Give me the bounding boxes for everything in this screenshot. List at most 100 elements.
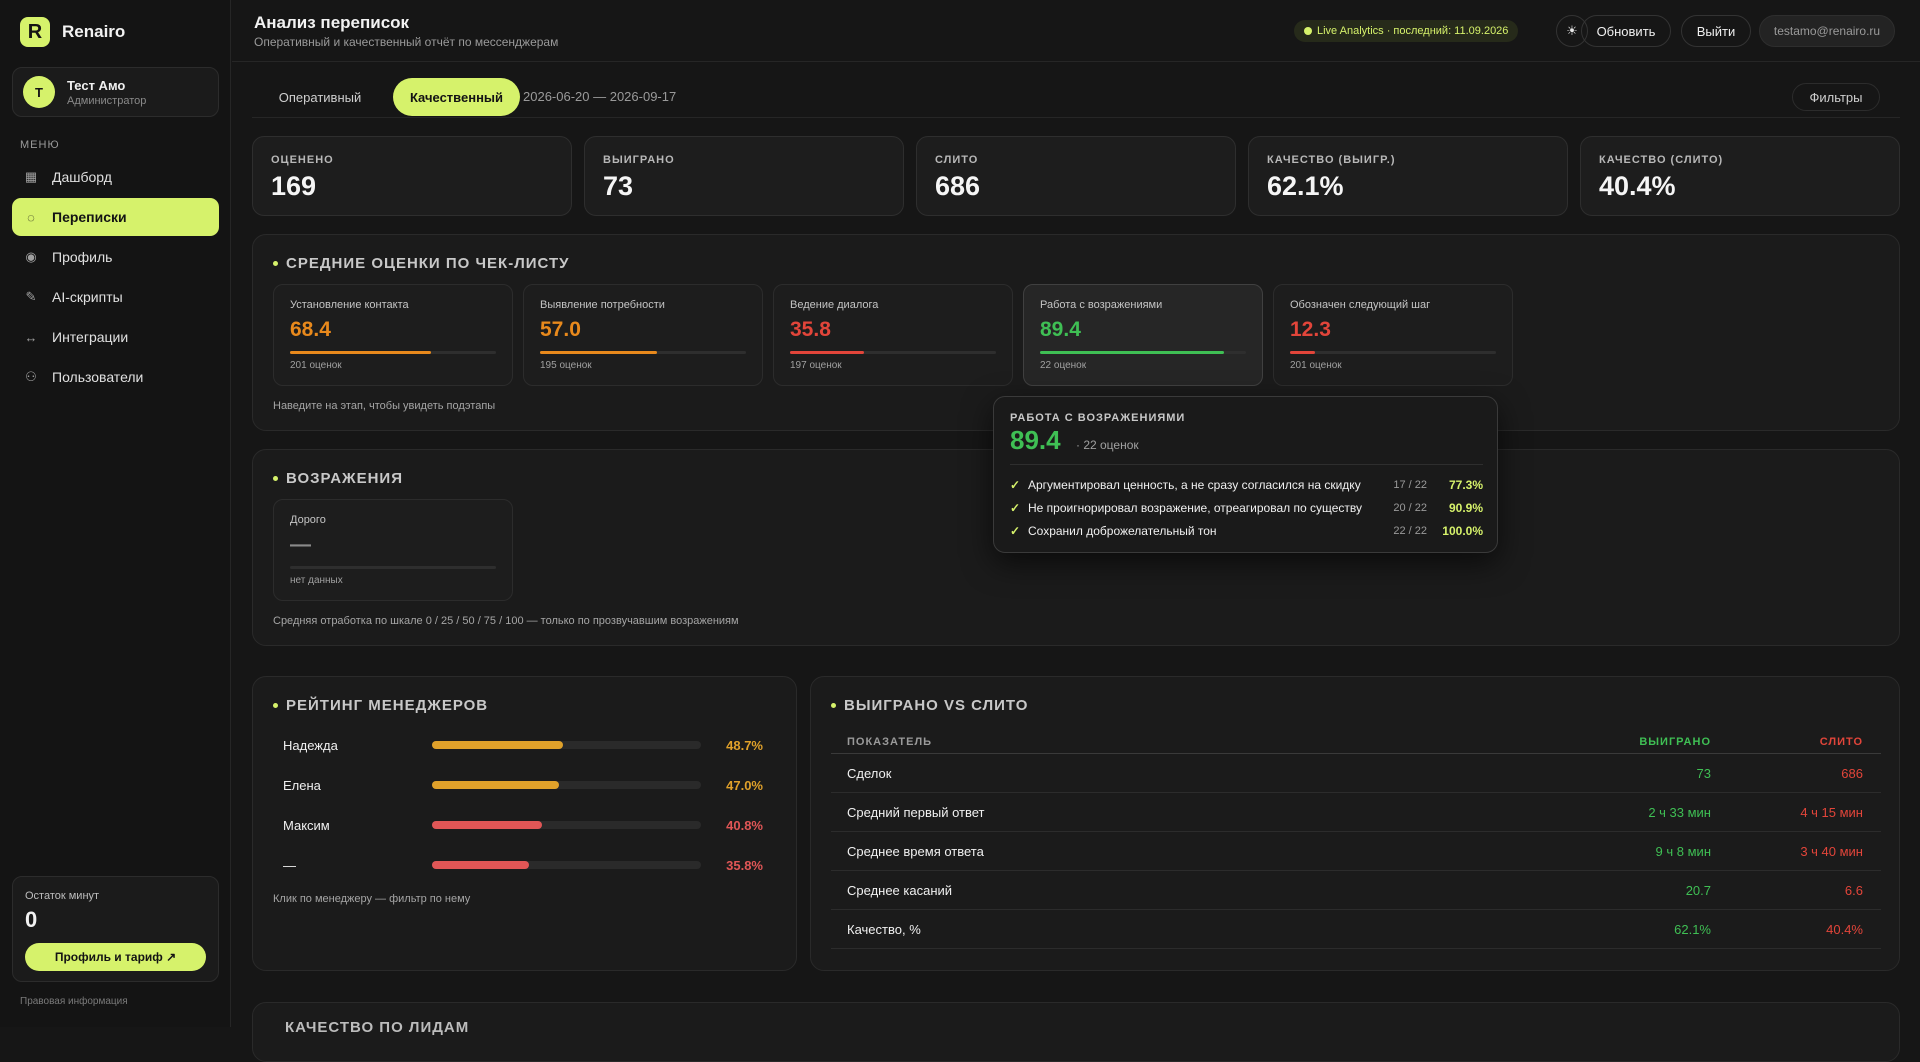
stat-value: 73 xyxy=(603,171,634,201)
table-row: Среднее время ответа 9 ч 8 мин 3 ч 40 мин xyxy=(831,832,1881,871)
sidebar-item-profile[interactable]: ◉ Профиль xyxy=(12,238,219,276)
user-name: Тест Амо xyxy=(67,77,126,93)
checklist-card-count: 195 оценок xyxy=(540,360,592,371)
won-value: 62.1% xyxy=(1674,921,1711,937)
manager-bar-track xyxy=(432,861,702,869)
stat-card: СЛИТО 686 xyxy=(916,136,1236,216)
checklist-card-track xyxy=(790,351,996,354)
checklist-card-track xyxy=(540,351,746,354)
tooltip-row-text: Не проигнорировал возражение, отреагиров… xyxy=(1028,501,1363,515)
pencil-icon: ✎ xyxy=(25,289,37,304)
lost-value: 3 ч 40 мин xyxy=(1800,843,1863,859)
lost-value: 686 xyxy=(1841,765,1863,781)
checklist-card-count: 201 оценок xyxy=(290,360,342,371)
sidebar-item-integrations[interactable]: ↔ Интеграции xyxy=(12,318,219,356)
checklist-card[interactable]: Обозначен следующий шаг 12.3 201 оценок xyxy=(1273,284,1513,386)
stat-value: 62.1% xyxy=(1267,171,1344,201)
live-dot-icon xyxy=(1304,27,1312,35)
stat-label: ОЦЕНЕНО xyxy=(271,154,334,166)
check-icon: ✓ xyxy=(1010,478,1021,492)
objection-name: Дорого xyxy=(290,514,326,526)
stat-label: КАЧЕСТВО (СЛИТО) xyxy=(1599,154,1724,166)
legal-link[interactable]: Правовая информация xyxy=(20,996,128,1007)
panel-title: ВОЗРАЖЕНИЯ xyxy=(273,470,403,487)
tooltip-score: 89.4 xyxy=(1010,425,1061,455)
header-lost: СЛИТО xyxy=(1819,735,1863,748)
check-icon: ✓ xyxy=(1010,524,1021,538)
lost-value: 4 ч 15 мин xyxy=(1800,804,1863,820)
logout-button[interactable]: Выйти xyxy=(1681,15,1751,47)
stat-value: 686 xyxy=(935,171,981,201)
panel-title-text: СРЕДНИЕ ОЦЕНКИ ПО ЧЕК-ЛИСТУ xyxy=(286,255,570,272)
checklist-panel: СРЕДНИЕ ОЦЕНКИ ПО ЧЕК-ЛИСТУ Установление… xyxy=(252,234,1900,431)
logo[interactable]: R Renairo xyxy=(20,17,125,47)
table-row: Среднее касаний 20.7 6.6 xyxy=(831,871,1881,910)
manager-percent: 48.7% xyxy=(726,737,763,753)
tab-qualitative[interactable]: Качественный xyxy=(393,78,520,116)
page-title: Анализ переписок xyxy=(254,13,410,32)
stat-label: КАЧЕСТВО (ВЫИГР.) xyxy=(1267,154,1396,166)
checklist-card[interactable]: Ведение диалога 35.8 197 оценок xyxy=(773,284,1013,386)
sidebar-item-label: AI-скрипты xyxy=(52,289,123,305)
sidebar-item-dashboard[interactable]: ▦ Дашборд xyxy=(12,158,219,196)
manager-row[interactable]: Елена 47.0% xyxy=(283,775,763,795)
manager-bar xyxy=(432,741,564,749)
checklist-card[interactable]: Работа с возражениями 89.4 22 оценок xyxy=(1023,284,1263,386)
checklist-card-score: 68.4 xyxy=(290,318,331,341)
stat-value: 169 xyxy=(271,171,317,201)
checklist-card-fill xyxy=(1040,351,1225,354)
manager-name: Максим xyxy=(283,817,330,833)
sun-icon: ☀ xyxy=(1566,23,1578,38)
lost-value: 6.6 xyxy=(1844,882,1863,898)
sidebar-item-ai-scripts[interactable]: ✎ AI-скрипты xyxy=(12,278,219,316)
tooltip-row: ✓ Сохранил доброжелательный тон 22 / 22 100… xyxy=(1010,522,1483,540)
objection-card[interactable]: Дорого — нет данных xyxy=(273,499,513,601)
live-analytics-badge: Live Analytics · последний: 11.09.2026 xyxy=(1294,20,1519,42)
objection-count: нет данных xyxy=(290,575,343,586)
objections-hint: Средняя отработка по шкале 0 / 25 / 50 /… xyxy=(273,615,739,627)
rating-hint: Клик по менеджеру — фильтр по нему xyxy=(273,893,471,905)
user-card[interactable]: Т Тест Амо Администратор xyxy=(12,67,219,117)
manager-bar-track xyxy=(432,781,702,789)
tabs-bar: Оперативный Качественный 2026-06-20 — 20… xyxy=(252,78,1900,118)
manager-row[interactable]: Надежда 48.7% xyxy=(283,735,763,755)
tab-operational[interactable]: Оперативный xyxy=(278,89,362,105)
checklist-card-track xyxy=(1290,351,1496,354)
manager-bar xyxy=(432,861,529,869)
sidebar-item-label: Переписки xyxy=(52,209,127,225)
date-range[interactable]: 2026-06-20 — 2026-09-17 xyxy=(523,89,677,104)
chat-icon: ◌ xyxy=(27,209,35,225)
managers-rating-panel: РЕЙТИНГ МЕНЕДЖЕРОВ Надежда 48.7% Елена 47.0… xyxy=(252,676,797,971)
manager-row[interactable]: — 35.8% xyxy=(283,855,763,875)
refresh-button[interactable]: Обновить xyxy=(1581,15,1671,47)
manager-bar xyxy=(432,781,559,789)
sidebar-item-users[interactable]: ⚇ Пользователи xyxy=(12,358,219,396)
live-text: Live Analytics · последний: 11.09.2026 xyxy=(1317,25,1509,37)
tooltip-row-text: Сохранил доброжелательный тон xyxy=(1028,524,1217,538)
sidebar-item-chats[interactable]: ◌ Переписки xyxy=(12,198,219,236)
won-value: 9 ч 8 мин xyxy=(1655,843,1711,859)
profile-plan-button[interactable]: Профиль и тариф ↗ xyxy=(25,943,206,971)
metric-name: Средний первый ответ xyxy=(847,804,985,820)
objection-track xyxy=(290,566,496,569)
checklist-card[interactable]: Установление контакта 68.4 201 оценок xyxy=(273,284,513,386)
sidebar-nav: ▦ Дашборд ◌ Переписки ◉ Профиль ✎ AI-скрипты… xyxy=(12,158,219,398)
panel-title: СРЕДНИЕ ОЦЕНКИ ПО ЧЕК-ЛИСТУ xyxy=(273,255,569,272)
checklist-card-name: Установление контакта xyxy=(290,299,409,311)
manager-bar xyxy=(432,821,543,829)
manager-name: Надежда xyxy=(283,737,338,753)
tooltip-row: ✓ Не проигнорировал возражение, отреагиро… xyxy=(1010,499,1483,517)
tooltip-row-fraction: 20 / 22 xyxy=(1393,502,1427,514)
checklist-card-fill xyxy=(290,351,431,354)
manager-row[interactable]: Максим 40.8% xyxy=(283,815,763,835)
checklist-card[interactable]: Выявление потребности 57.0 195 оценок xyxy=(523,284,763,386)
won-vs-lost-panel: ВЫИГРАНО VS СЛИТО ПОКАЗАТЕЛЬ ВЫИГРАНО СЛ… xyxy=(810,676,1900,971)
comparison-table: ПОКАЗАТЕЛЬ ВЫИГРАНО СЛИТО Сделок 73 686 Сре… xyxy=(831,730,1881,949)
lost-value: 40.4% xyxy=(1826,921,1863,937)
panel-title-text: РЕЙТИНГ МЕНЕДЖЕРОВ xyxy=(286,697,489,714)
checklist-card-fill xyxy=(540,351,658,354)
check-icon: ✓ xyxy=(1010,501,1021,515)
filters-button[interactable]: Фильтры xyxy=(1792,83,1880,111)
won-value: 73 xyxy=(1696,765,1711,781)
checklist-card-fill xyxy=(1290,351,1316,354)
